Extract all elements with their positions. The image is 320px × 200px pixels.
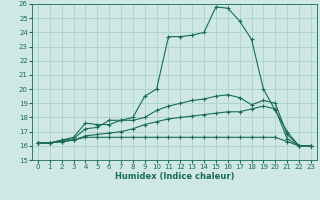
X-axis label: Humidex (Indice chaleur): Humidex (Indice chaleur) [115,172,234,181]
